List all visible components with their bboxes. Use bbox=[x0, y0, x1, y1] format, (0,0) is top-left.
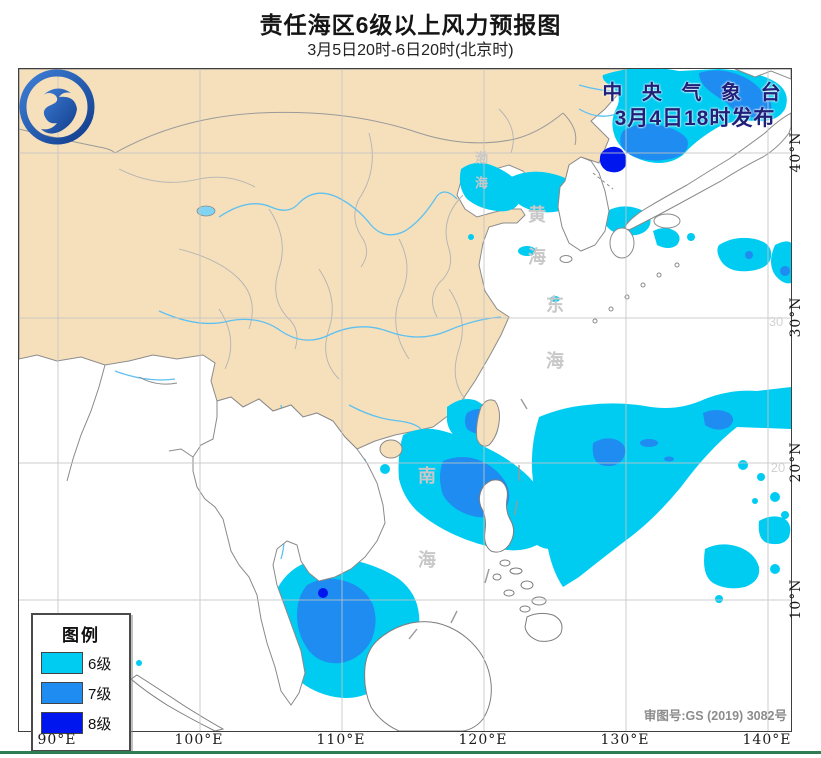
hainan bbox=[379, 439, 403, 459]
indochina bbox=[192, 396, 386, 706]
cma-logo bbox=[19, 69, 95, 145]
taiwan bbox=[476, 399, 500, 447]
qinghai-lake bbox=[196, 205, 216, 217]
map-review-number: 审图号:GS (2019) 3082号 bbox=[643, 709, 787, 723]
lon-tick-100e: 100°E bbox=[174, 732, 224, 748]
japan-shikoku bbox=[653, 213, 681, 229]
province-borders bbox=[118, 108, 514, 400]
logo-swirl bbox=[41, 88, 77, 134]
legend-item-8: 8级 bbox=[41, 712, 123, 734]
lon-tick-130e: 130°E bbox=[600, 732, 650, 748]
ryukyu-islands bbox=[592, 262, 680, 324]
issuer-block: 中 央 气 象 台 3月4日18时发布 bbox=[571, 81, 819, 132]
inner-grid-label-30: 30 bbox=[769, 314, 783, 329]
lon-tick-90e: 90°E bbox=[37, 732, 77, 748]
japan-honshu bbox=[624, 112, 791, 231]
legend-label-8: 8级 bbox=[88, 715, 112, 733]
map-graphic: 30 20 bbox=[19, 69, 791, 731]
legend-swatch-8 bbox=[41, 712, 83, 734]
legend-label-6: 6级 bbox=[88, 655, 112, 673]
nine-dash-line bbox=[408, 398, 528, 640]
forecast-map: 30 20 中 央 气 象 台 3月4日18时发布 渤海 黄海 东海 南海 图例… bbox=[18, 68, 792, 752]
philippine-islands bbox=[492, 559, 563, 642]
sumatra bbox=[130, 674, 225, 731]
korea-peninsula bbox=[557, 156, 610, 252]
legend-item-6: 6级 bbox=[41, 652, 123, 674]
issuer-name: 中 央 气 象 台 bbox=[602, 82, 788, 104]
graticule bbox=[19, 69, 791, 731]
sea-label-east-china-sea: 东海 bbox=[544, 295, 564, 407]
lon-tick-140e: 140°E bbox=[742, 732, 792, 748]
hokkaido bbox=[734, 69, 791, 80]
lat-tick-30n: 30°N bbox=[788, 296, 804, 338]
border-dashed bbox=[592, 172, 614, 190]
sea-label-south-china-sea: 南海 bbox=[416, 466, 436, 634]
lat-tick-20n: 20°N bbox=[788, 441, 804, 483]
legend-item-7: 7级 bbox=[41, 682, 123, 704]
south-asia-outlines bbox=[66, 364, 194, 482]
issue-time: 3月4日18时发布 bbox=[614, 107, 776, 130]
lat-tick-10n: 10°N bbox=[788, 578, 804, 620]
inner-grid-label-20: 20 bbox=[771, 460, 785, 475]
page-title: 责任海区6级以上风力预报图 bbox=[259, 12, 562, 38]
lon-tick-110e: 110°E bbox=[316, 732, 366, 748]
japan-kyushu bbox=[609, 227, 635, 259]
bottom-green-rule bbox=[0, 751, 821, 754]
borneo bbox=[364, 621, 492, 731]
neighbour-lands bbox=[130, 69, 791, 731]
legend-swatch-7 bbox=[41, 682, 83, 704]
legend-title: 图例 bbox=[62, 626, 100, 645]
sea-label-yellow-sea: 黄海 bbox=[526, 205, 546, 289]
lat-tick-40n: 40°N bbox=[788, 131, 804, 173]
page-subtitle: 3月5日20时-6日20时(北京时) bbox=[307, 42, 514, 59]
legend-box: 图例 6级 7级 8级 bbox=[31, 613, 131, 752]
legend-swatch-6 bbox=[41, 652, 83, 674]
legend-label-7: 7级 bbox=[88, 685, 112, 703]
lon-tick-120e: 120°E bbox=[458, 732, 508, 748]
sea-label-bohai: 渤海 bbox=[473, 151, 488, 201]
